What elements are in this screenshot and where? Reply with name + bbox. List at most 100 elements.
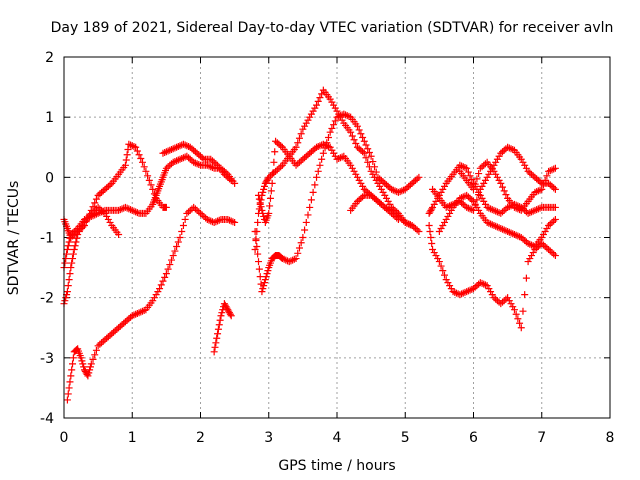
data-point	[227, 217, 235, 225]
data-point	[211, 343, 219, 351]
data-point	[277, 142, 285, 150]
data-point	[534, 205, 542, 213]
data-point	[254, 250, 262, 258]
data-point	[307, 110, 315, 118]
data-point	[302, 152, 310, 160]
data-point	[299, 234, 307, 241]
data-point	[319, 140, 327, 148]
data-point	[68, 366, 76, 374]
data-point	[120, 319, 128, 327]
data-point	[466, 194, 474, 202]
data-point	[459, 200, 467, 208]
data-point	[485, 219, 493, 227]
data-point	[510, 306, 518, 314]
series-track-14	[435, 191, 559, 251]
y-tick-label: 1	[45, 110, 54, 126]
data-point	[198, 211, 206, 219]
data-point	[353, 122, 361, 130]
data-point	[72, 226, 80, 234]
data-point	[67, 230, 75, 238]
data-point	[260, 282, 268, 290]
data-point	[355, 176, 363, 184]
data-point	[497, 209, 505, 217]
data-point	[528, 208, 536, 216]
data-point	[197, 209, 204, 217]
data-point	[470, 197, 477, 205]
data-point	[271, 148, 279, 156]
data-point	[444, 203, 452, 211]
data-point	[353, 143, 361, 151]
data-point	[328, 98, 336, 106]
data-point	[425, 209, 433, 217]
data-point	[89, 208, 97, 216]
data-point	[517, 234, 525, 241]
data-point	[408, 179, 416, 187]
data-point	[190, 146, 198, 154]
data-point	[104, 182, 112, 190]
data-point	[330, 149, 338, 157]
data-point	[485, 204, 493, 212]
data-point	[195, 161, 203, 169]
data-point	[444, 212, 452, 220]
data-point	[224, 173, 232, 181]
data-point	[140, 163, 148, 171]
data-point	[473, 175, 481, 183]
data-point	[452, 289, 460, 297]
data-point	[394, 188, 402, 196]
data-point	[543, 244, 551, 252]
data-point	[162, 203, 170, 211]
data-point	[526, 169, 534, 177]
data-point	[426, 227, 434, 235]
data-point	[157, 281, 165, 289]
data-point	[297, 157, 305, 165]
data-point	[262, 273, 270, 281]
data-point	[490, 206, 498, 214]
data-point	[497, 149, 505, 157]
data-point	[382, 194, 390, 202]
data-point	[360, 137, 368, 145]
data-point	[193, 206, 201, 214]
data-point	[393, 214, 401, 222]
data-point	[478, 182, 486, 190]
data-point	[360, 149, 368, 157]
data-point	[297, 239, 305, 247]
data-point	[313, 101, 321, 109]
data-point	[152, 291, 160, 299]
data-point	[432, 252, 440, 260]
data-point	[292, 255, 300, 263]
data-point	[176, 142, 184, 150]
data-point	[333, 113, 341, 121]
data-point	[534, 176, 542, 184]
data-point	[475, 191, 483, 199]
data-point	[183, 142, 191, 150]
data-point	[203, 161, 211, 169]
data-point	[118, 321, 126, 329]
data-point	[197, 152, 204, 160]
data-point	[301, 154, 309, 162]
data-point	[461, 164, 469, 172]
data-point	[138, 158, 146, 166]
data-point	[62, 294, 70, 302]
data-point	[466, 172, 474, 180]
data-point	[306, 113, 314, 121]
data-point	[473, 282, 481, 290]
data-point	[497, 300, 505, 308]
data-point	[495, 209, 503, 217]
data-point	[261, 276, 269, 284]
data-point	[442, 276, 450, 284]
data-point	[342, 111, 350, 119]
data-point	[401, 185, 409, 193]
data-point	[311, 104, 319, 112]
data-point	[539, 230, 547, 238]
data-point	[524, 167, 532, 175]
data-point	[178, 227, 186, 235]
data-point	[111, 327, 119, 335]
data-point	[171, 144, 179, 152]
data-point	[251, 246, 259, 254]
data-point	[181, 215, 189, 223]
data-point	[106, 331, 114, 339]
data-point	[69, 255, 77, 263]
data-point	[323, 142, 331, 150]
data-point	[326, 95, 334, 103]
data-point	[316, 94, 324, 102]
